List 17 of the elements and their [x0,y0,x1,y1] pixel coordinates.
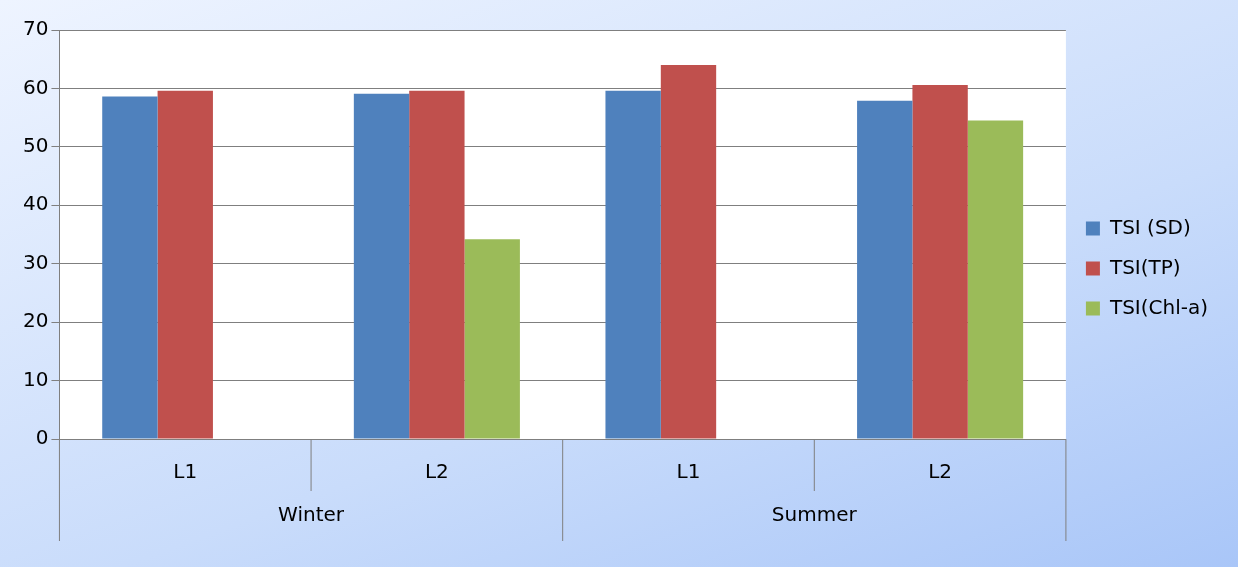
legend-label: TSI (SD) [1108,214,1191,239]
x-tick-label: L2 [928,459,953,484]
legend-label: TSI(Chl-a) [1108,294,1209,319]
y-tick-label: 50 [23,133,49,158]
x-tick-label: L1 [173,459,198,484]
y-tick-label: 70 [23,16,49,41]
x-tick-label: L1 [676,459,701,484]
y-tick-label: 20 [23,308,49,333]
legend-label: TSI(TP) [1108,254,1181,279]
text: Winter [278,502,345,527]
y-tick-label: 30 [23,249,49,274]
y-tick-label: 60 [23,74,49,99]
y-tick-label: 40 [23,191,49,216]
y-tick-label: 10 [23,366,49,391]
y-tick-label: 0 [35,425,49,450]
text: Summer [771,502,858,527]
x-tick-label: L2 [424,459,449,484]
